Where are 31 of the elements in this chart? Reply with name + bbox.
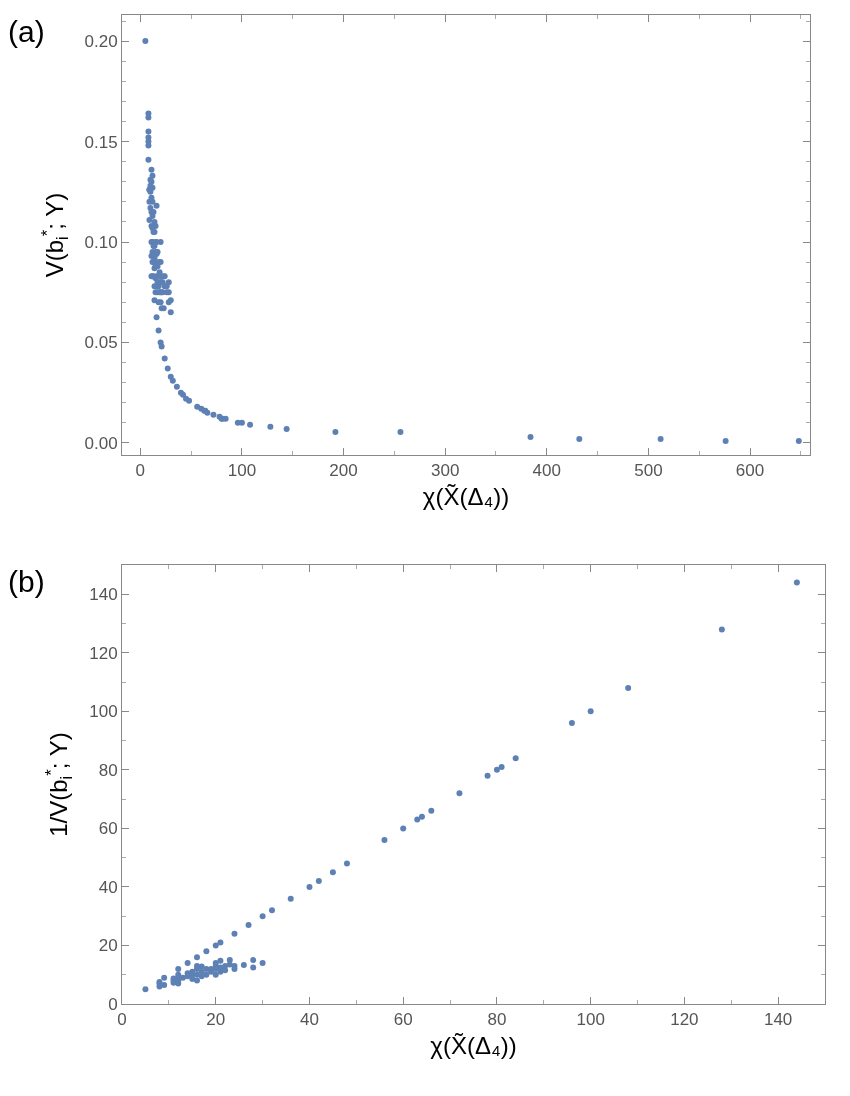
x-tick-label: 500 [634,461,663,481]
y-tick-label: 60 [98,819,118,839]
y-tick-label: 0 [108,994,118,1014]
x-tick-label: 60 [393,1010,413,1030]
y-tick-label: 0.15 [84,132,118,152]
x-tick-label: 40 [300,1010,319,1030]
x-tick-label: 600 [735,461,765,481]
y-tick-label: 140 [89,585,118,605]
y-tick-label: 0.10 [84,232,118,252]
x-tick-label: 100 [227,461,257,481]
x-tick-label: 400 [532,461,561,481]
y-tick-label: 100 [89,702,118,722]
y-tick-label: 0.20 [84,32,118,52]
y-tick-label: 0.00 [84,433,118,453]
x-tick-label: 20 [206,1010,226,1030]
x-tick-label: 200 [329,461,358,481]
x-axis-title: χ(X̃(Δ₄)) [422,482,510,510]
x-tick-label: 140 [763,1010,793,1030]
text: (b) [8,565,45,598]
y-tick-label: 80 [98,760,118,780]
x-tick-label: 100 [576,1010,605,1030]
y-tick-label: 40 [98,877,118,897]
x-axis-title: χ(X̃(Δ₄)) [430,1031,517,1059]
text: (a) [8,15,45,48]
y-tick-label: 120 [89,643,118,663]
x-tick-label: 80 [487,1010,507,1030]
y-tick-label: 0.05 [84,333,118,353]
x-tick-label: 0 [135,461,146,481]
x-tick-label: 300 [430,461,460,481]
y-tick-label: 20 [98,936,118,956]
x-tick-label: 120 [670,1010,699,1030]
